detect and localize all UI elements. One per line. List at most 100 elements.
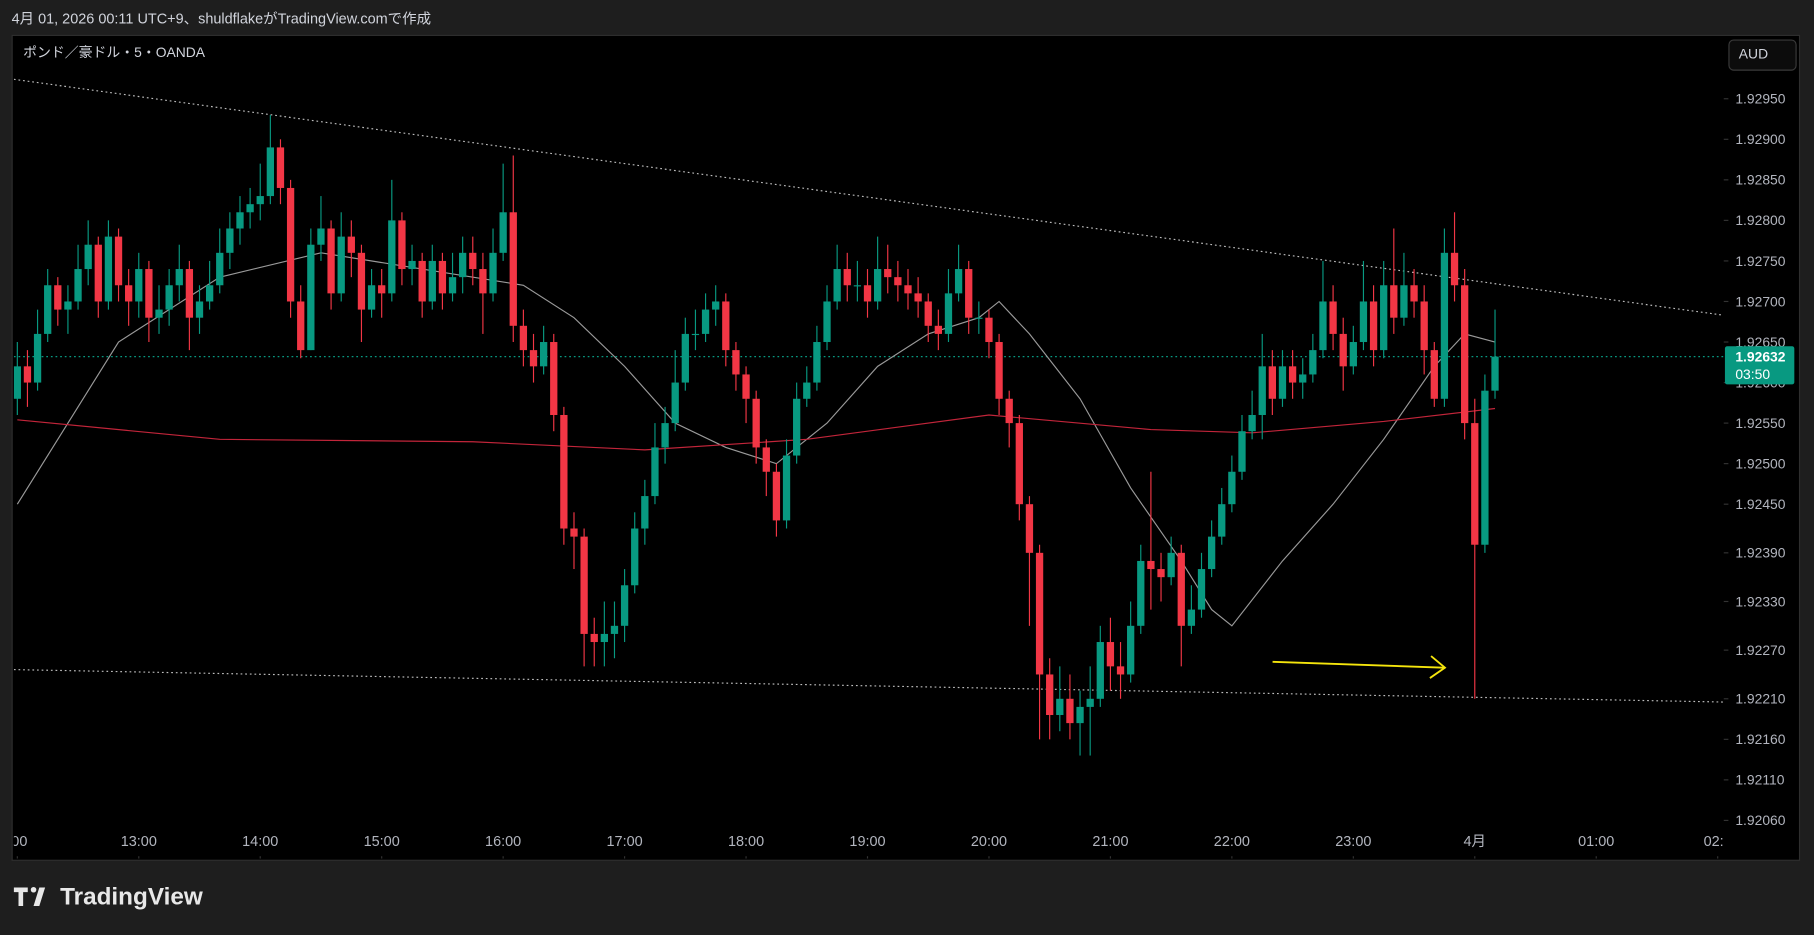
candle-body: [884, 269, 892, 278]
candle-body: [985, 317, 993, 343]
x-tick-label: 19:00: [849, 834, 885, 850]
candle-body: [499, 212, 507, 253]
candle-body: [1248, 414, 1256, 432]
candle-body: [529, 350, 538, 367]
candle-body: [64, 301, 72, 310]
x-tick-label: 02:0: [1704, 834, 1732, 850]
x-tick-label: 15:00: [364, 834, 400, 850]
candle-body: [54, 285, 62, 310]
candle-body: [195, 301, 204, 318]
x-tick-label: 21:00: [1092, 834, 1128, 850]
candle-body: [448, 277, 457, 294]
candle-body: [13, 366, 21, 399]
candle-body: [1197, 569, 1206, 610]
x-tick-label: 20:00: [971, 834, 1007, 850]
candle-body: [327, 228, 335, 294]
candle-body: [1218, 504, 1226, 537]
currency-label: AUD: [1739, 46, 1768, 62]
candle-body: [256, 196, 264, 205]
annotation-arrow: [1272, 655, 1447, 679]
candle-body: [388, 220, 396, 294]
candle-body: [1461, 285, 1469, 424]
y-tick-label: 1.92060: [1735, 812, 1785, 828]
x-tick-label: 01:00: [1578, 834, 1614, 850]
candle-body: [1035, 552, 1044, 675]
candle-body: [803, 382, 811, 399]
y-tick-label: 1.92650: [1735, 334, 1785, 350]
x-tick-label: 17:00: [607, 834, 643, 850]
candle-body: [722, 301, 730, 351]
candle-body: [185, 269, 194, 318]
candle-body: [904, 285, 912, 294]
candle-body: [620, 585, 629, 626]
y-tick-label: 1.92450: [1735, 496, 1785, 512]
candle-body: [610, 625, 619, 634]
x-tick-label: 14:00: [242, 834, 278, 850]
candle-body: [843, 269, 851, 286]
candle-body: [1450, 252, 1459, 286]
candle-body: [1400, 285, 1408, 318]
y-tick-label: 1.92750: [1735, 253, 1785, 269]
candle-body: [965, 269, 973, 318]
candle-body: [145, 269, 153, 318]
candle-body: [1147, 560, 1155, 570]
candle-body: [1278, 366, 1287, 399]
candle-body: [216, 252, 224, 286]
candle-body: [286, 187, 295, 302]
candle-body: [1481, 390, 1489, 545]
candle-body: [135, 269, 143, 302]
candle-body: [539, 342, 548, 367]
candle-body: [712, 301, 720, 310]
y-tick-label: 1.92390: [1735, 545, 1785, 561]
currency-button[interactable]: [1728, 39, 1797, 71]
candle-body: [408, 260, 416, 270]
candle-body: [873, 269, 882, 302]
candle-body: [954, 269, 963, 294]
candle-body: [975, 317, 983, 319]
chart-panel: [11, 34, 1801, 861]
y-tick-label: 1.92800: [1735, 212, 1785, 228]
candle-body: [459, 252, 467, 278]
y-tick-label: 1.92110: [1735, 772, 1784, 788]
y-tick-label: 1.92850: [1735, 172, 1785, 188]
candle-body: [570, 528, 578, 537]
y-tick-label: 1.92900: [1735, 131, 1785, 147]
candle-body: [357, 252, 366, 310]
caption: 4月 01, 2026 00:11 UTC+9、shuldflakeがTradi…: [12, 11, 431, 28]
candle-body: [1137, 560, 1145, 626]
y-tick-label: 1.92210: [1735, 691, 1785, 707]
candle-body: [1116, 666, 1125, 675]
moving-average: [17, 407, 1496, 451]
candle-body: [671, 382, 679, 424]
candle-body: [701, 309, 710, 334]
candle-body: [1380, 285, 1388, 351]
candle-body: [641, 496, 649, 529]
x-tick-label: 4月: [1464, 834, 1487, 850]
candle-body: [934, 325, 942, 334]
candle-body: [33, 333, 42, 383]
y-tick-label: 1.92270: [1735, 642, 1785, 658]
brand: TradingView: [60, 883, 203, 910]
candle-body: [104, 236, 113, 302]
candle-body: [924, 301, 932, 326]
candle-body: [691, 333, 700, 336]
y-tick-label: 1.92330: [1735, 593, 1785, 609]
candle-body: [600, 633, 608, 643]
candle-body: [114, 236, 123, 286]
x-tick-label: 18:00: [728, 834, 764, 850]
candle-body: [590, 633, 598, 643]
candle-body: [1025, 504, 1034, 553]
candle-body: [1410, 285, 1418, 302]
candle-body: [418, 260, 426, 302]
candle-body: [823, 301, 831, 343]
candle-body: [863, 285, 872, 302]
candle-body: [175, 269, 183, 286]
candle-body: [1258, 366, 1266, 415]
candle-body: [428, 260, 436, 302]
candle-body: [1329, 301, 1337, 334]
candle-body: [995, 342, 1003, 399]
candle-body: [681, 333, 689, 383]
brand-logo: [13, 886, 46, 906]
candle-body: [833, 269, 841, 302]
candle-body: [1157, 569, 1165, 578]
